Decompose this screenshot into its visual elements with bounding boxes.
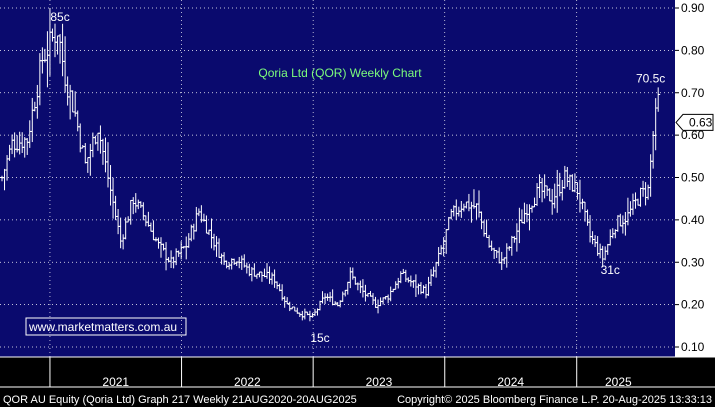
- gridlines: [0, 0, 675, 357]
- price-annotation: 85c: [50, 10, 69, 24]
- last-price-label: 0.63: [689, 115, 713, 129]
- chart-title: Qoria Ltd (QOR) Weekly Chart: [258, 66, 422, 80]
- y-tick-label: 0.80: [681, 43, 705, 57]
- price-annotations: 85c 15c 31c 70.5c: [50, 10, 665, 345]
- y-tick-label: 0.40: [681, 213, 705, 227]
- x-tick-label: 2022: [234, 375, 261, 389]
- time-axis: 2021 2022 2023 2024 2025: [0, 356, 715, 407]
- y-tick-label: 0.50: [681, 171, 705, 185]
- website-link-text[interactable]: www.marketmatters.com.au: [28, 320, 177, 334]
- y-tick-label: 0.60: [681, 128, 705, 142]
- y-tick-label: 0.30: [681, 255, 705, 269]
- footer-band: [0, 357, 715, 407]
- last-price-marker: [675, 113, 714, 131]
- x-tick-label: 2021: [102, 375, 129, 389]
- x-tick-label: 2024: [497, 375, 524, 389]
- y-tick-label: 0.90: [681, 1, 705, 15]
- last-price-badge: 0.63: [675, 113, 714, 131]
- price-annotation: 15c: [310, 331, 329, 345]
- x-tick-label: 2025: [605, 375, 632, 389]
- price-axis-ticks: 0.90 0.80 0.70 0.60 0.50 0.40 0.30 0.20 0.10: [675, 1, 705, 354]
- y-tick-label: 0.10: [681, 340, 705, 354]
- footer-right: Copyright© 2025 Bloomberg Finance L.P. 2…: [397, 394, 712, 406]
- price-annotation: 31c: [601, 263, 620, 277]
- price-annotation: 70.5c: [636, 72, 665, 86]
- website-link[interactable]: www.marketmatters.com.au: [25, 317, 187, 336]
- plot-area: [0, 0, 675, 357]
- y-tick-label: 0.70: [681, 86, 705, 100]
- price-bars: [0, 8, 661, 322]
- price-axis-panel: [675, 0, 715, 357]
- y-tick-label: 0.20: [681, 298, 705, 312]
- footer-left: QOR AU Equity (Qoria Ltd) Graph 217 Week…: [3, 394, 357, 406]
- x-tick-label: 2023: [366, 375, 393, 389]
- website-link-box[interactable]: [25, 317, 187, 336]
